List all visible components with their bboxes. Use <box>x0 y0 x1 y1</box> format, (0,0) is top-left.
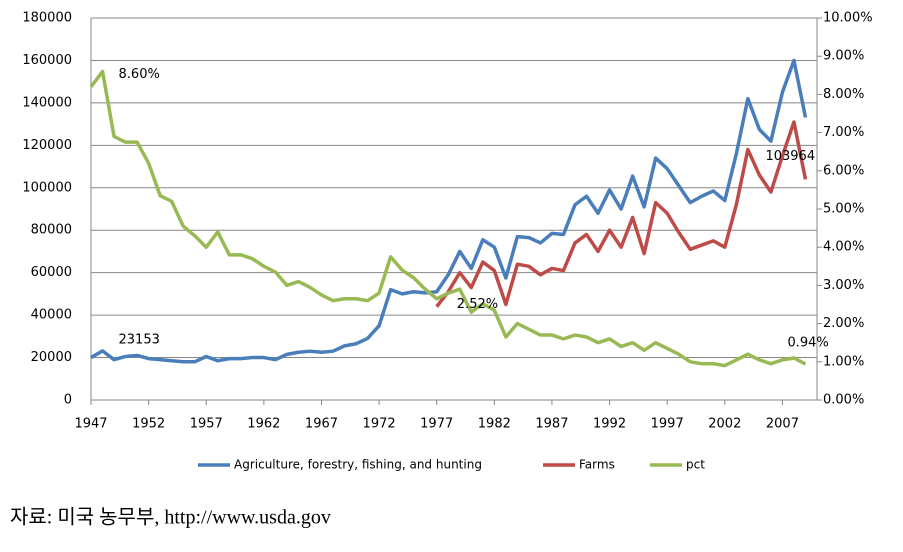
x-tick-label: 2007 <box>766 417 799 432</box>
x-tick-label: 1997 <box>651 417 684 432</box>
y-tick-label: 180000 <box>22 11 72 26</box>
x-tick-label: 1952 <box>132 417 165 432</box>
x-tick-label: 1947 <box>74 417 107 432</box>
x-tick-label: 1957 <box>190 417 223 432</box>
y-tick-label: 80000 <box>31 223 72 238</box>
y2-tick-label: 0.00% <box>823 393 864 408</box>
data-label: 23153 <box>119 332 160 347</box>
y2-tick-label: 2.00% <box>823 316 864 331</box>
y2-tick-label: 7.00% <box>823 125 864 140</box>
y-tick-label: 20000 <box>31 350 72 365</box>
y2-tick-label: 8.00% <box>823 87 864 102</box>
data-label: 8.60% <box>119 67 160 82</box>
y2-tick-label: 3.00% <box>823 278 864 293</box>
y-tick-label: 100000 <box>22 180 72 195</box>
y2-tick-label: 9.00% <box>823 49 864 64</box>
legend-label: pct <box>686 458 705 472</box>
x-tick-label: 1967 <box>305 417 338 432</box>
legend-label: Farms <box>579 458 615 472</box>
x-tick-label: 1987 <box>535 417 568 432</box>
y-tick-label: 120000 <box>22 138 72 153</box>
x-tick-label: 1962 <box>247 417 280 432</box>
series-line <box>435 120 808 308</box>
y2-tick-label: 4.00% <box>823 240 864 255</box>
series-line <box>89 69 807 368</box>
y2-tick-label: 10.00% <box>823 11 873 26</box>
y2-tick-label: 5.00% <box>823 202 864 217</box>
x-tick-label: 1977 <box>420 417 453 432</box>
y2-tick-label: 6.00% <box>823 163 864 178</box>
y-tick-label: 0 <box>64 393 72 408</box>
legend-label: Agriculture, forestry, fishing, and hunt… <box>234 458 482 472</box>
data-label: 2.52% <box>457 297 498 312</box>
source-note: 자료: 미국 농무부, http://www.usda.gov <box>10 506 331 529</box>
x-tick-label: 2002 <box>708 417 741 432</box>
x-tick-label: 1982 <box>478 417 511 432</box>
y-tick-label: 40000 <box>31 308 72 323</box>
y-tick-label: 140000 <box>22 95 72 110</box>
y-tick-label: 160000 <box>22 53 72 68</box>
x-tick-label: 1992 <box>593 417 626 432</box>
y2-tick-label: 1.00% <box>823 354 864 369</box>
data-label: 103964 <box>765 149 815 164</box>
y-tick-label: 60000 <box>31 265 72 280</box>
data-label: 0.94% <box>787 336 828 351</box>
x-tick-label: 1972 <box>363 417 396 432</box>
series-line <box>90 58 808 364</box>
